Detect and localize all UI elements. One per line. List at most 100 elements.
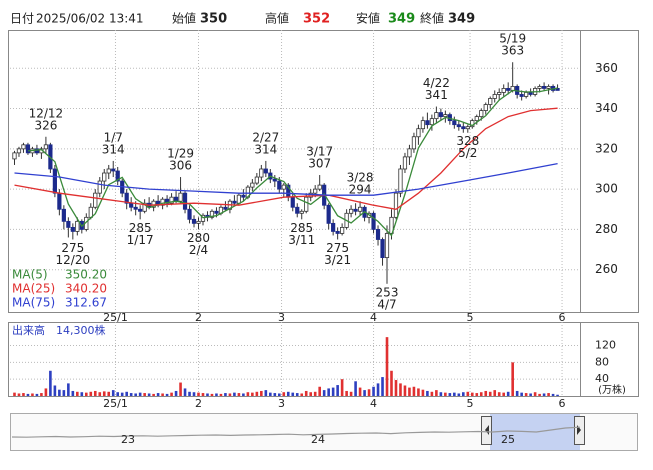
volume-bar <box>417 388 420 396</box>
volume-bar <box>277 393 281 396</box>
x-tick-label: 2 <box>195 311 202 324</box>
x-tick-label: 5 <box>467 311 474 324</box>
volume-unit: (万株) <box>598 383 626 396</box>
volume-bar <box>188 391 191 396</box>
volume-bar <box>318 386 321 396</box>
volume-bar <box>89 391 93 396</box>
annotation-price: 285 <box>290 221 313 235</box>
candle-body <box>546 86 551 89</box>
candle-body <box>223 206 228 210</box>
annotation-date: 12/20 <box>56 253 91 267</box>
volume-bar <box>58 389 61 396</box>
volume-bar <box>152 393 155 396</box>
volume-bar <box>134 393 137 396</box>
x-tick-label: 4 <box>370 397 377 410</box>
volume-tick-label: 40 <box>595 372 609 385</box>
volume-bar <box>439 392 443 396</box>
candle-body <box>25 144 31 154</box>
volume-bar <box>286 391 290 396</box>
annotation-date: 4/22 <box>423 76 450 90</box>
candle-body <box>429 118 434 126</box>
candle-body <box>357 206 363 212</box>
x-tick-label: 5 <box>467 397 474 410</box>
volume-bar <box>93 390 97 396</box>
volume-bar <box>273 393 277 396</box>
candle-body <box>259 168 264 178</box>
volume-bar <box>376 383 380 396</box>
volume-bar <box>520 392 523 396</box>
legend-value: 312.67 <box>65 296 107 310</box>
volume-bar <box>295 393 299 396</box>
annotation-price: 363 <box>501 44 524 58</box>
candle-body <box>474 116 479 122</box>
candle-body <box>425 120 430 126</box>
volume-bar <box>84 392 88 396</box>
legend-name: MA(5) <box>12 268 48 282</box>
candle-body <box>295 206 300 214</box>
volume-bar <box>408 387 411 396</box>
volume-bar <box>76 391 79 396</box>
volume-bar <box>304 390 308 396</box>
volume-bar <box>161 393 164 396</box>
volume-bar <box>210 393 214 396</box>
volume-bar <box>165 393 169 396</box>
navigator-label: 23 <box>121 433 135 446</box>
navigator-line <box>11 426 581 438</box>
candle-body <box>138 208 143 212</box>
candle-body <box>541 86 547 89</box>
volume-bar <box>125 391 128 396</box>
candle-body <box>524 92 529 97</box>
date-label: 日付 <box>10 12 34 26</box>
candle-body <box>501 88 506 93</box>
x-tick-label: 6 <box>559 311 566 324</box>
candle-body <box>169 196 174 204</box>
high-label: 高値 <box>265 11 289 26</box>
candle-body <box>66 220 71 228</box>
close-value: 349 <box>448 12 475 27</box>
candle-body <box>308 192 313 198</box>
candle-body <box>402 156 408 170</box>
annotation-price: 275 <box>326 241 349 255</box>
volume-bar <box>367 389 371 396</box>
volume-bar <box>49 370 52 396</box>
candle-body <box>456 124 461 128</box>
candle-body <box>133 206 138 210</box>
candle-body <box>21 144 26 150</box>
volume-bar <box>174 390 178 396</box>
candle-body <box>398 168 403 194</box>
candle-body <box>277 180 282 190</box>
volume-bar <box>448 393 452 396</box>
volume-bar <box>129 393 133 396</box>
candle-body <box>241 194 246 198</box>
volume-bar <box>524 393 528 396</box>
candle-body <box>129 202 134 208</box>
y-tick-label: 340 <box>595 101 618 115</box>
close-label: 終値 <box>420 11 444 26</box>
candle-body <box>97 180 102 194</box>
candle-body <box>340 226 345 234</box>
volume-bar <box>394 380 398 396</box>
volume-bar <box>506 391 510 396</box>
candle-body <box>335 231 340 234</box>
volume-bar <box>192 392 196 396</box>
volume-bar <box>246 392 250 396</box>
annotation-price: 294 <box>349 183 372 197</box>
candle-body <box>317 184 322 190</box>
volume-bar <box>475 393 479 396</box>
candle-body <box>375 229 381 240</box>
annotation-price: 341 <box>425 88 448 102</box>
volume-bar <box>412 386 416 396</box>
ma-line <box>27 87 558 237</box>
candle-body <box>236 194 241 204</box>
annotation-price: 307 <box>308 157 331 171</box>
volume-bar <box>300 393 304 396</box>
x-tick-label: 25/1 <box>103 311 128 324</box>
volume-bar <box>291 392 295 396</box>
volume-bar <box>98 392 102 396</box>
candle-body <box>371 212 376 230</box>
volume-bar <box>385 337 389 396</box>
candle-body <box>304 196 309 212</box>
volume-bar <box>381 377 384 396</box>
volume-bar <box>17 393 21 396</box>
volume-bar <box>484 390 488 396</box>
